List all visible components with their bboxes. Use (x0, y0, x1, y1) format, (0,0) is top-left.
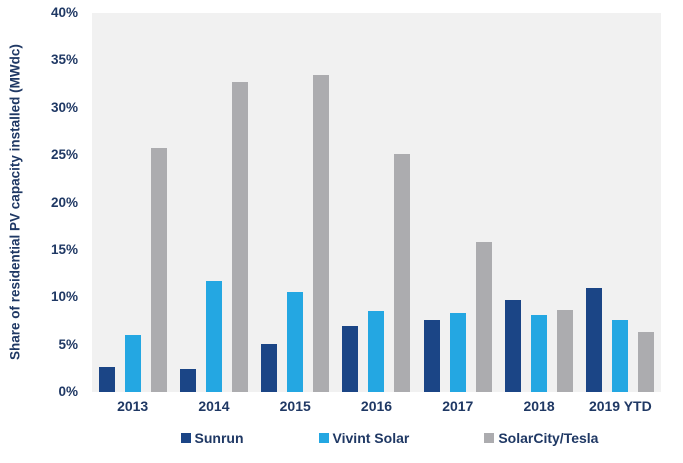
bar (342, 325, 359, 392)
y-tick-label: 10% (50, 289, 78, 305)
x-tick-label: 2013 (117, 398, 149, 414)
bar (261, 343, 278, 392)
bar (98, 367, 115, 392)
x-axis-tick-labels: 2013 2014 2015 2016 2017 2018 2019 YTD (92, 398, 661, 414)
x-tick-label: 2017 (442, 398, 474, 414)
legend-label: SolarCity/Tesla (498, 430, 599, 446)
bar (394, 154, 411, 392)
x-tick-label: 2016 (360, 398, 393, 414)
y-tick-label: 30% (50, 99, 78, 115)
legend: Sunrun Vivint Solar SolarCity/Tesla (105, 430, 674, 446)
legend-label: Sunrun (194, 430, 244, 446)
x-tick-label: 2014 (198, 398, 230, 414)
x-tick-label: 2018 (523, 398, 555, 414)
x-tick-label: 2015 (279, 398, 311, 414)
y-tick-label: 5% (58, 336, 78, 352)
bar-group (580, 13, 661, 392)
bar (150, 147, 167, 392)
legend-swatch-icon (180, 433, 191, 443)
bar (313, 74, 330, 392)
bar (368, 310, 385, 392)
bar (557, 309, 574, 392)
bar-group (255, 13, 336, 392)
bar-group (92, 13, 173, 392)
legend-label: Vivint Solar (332, 430, 410, 446)
bar-group (173, 13, 254, 392)
bar (179, 369, 196, 392)
legend-item: Sunrun (180, 430, 244, 446)
bar (612, 320, 629, 392)
bar (531, 315, 548, 392)
bar-group (417, 13, 498, 392)
bar (505, 300, 522, 392)
bar-group (498, 13, 579, 392)
legend-swatch-icon (484, 433, 495, 443)
y-tick-label: 35% (50, 52, 78, 68)
bar-group (336, 13, 417, 392)
y-tick-label: 40% (50, 5, 78, 20)
bar (423, 320, 440, 392)
y-tick-label: 15% (50, 241, 78, 257)
bars-layer (92, 13, 661, 392)
bar (449, 313, 466, 392)
bar (586, 287, 603, 392)
bar (124, 335, 141, 392)
y-tick-label: 25% (50, 147, 78, 163)
bar (231, 82, 248, 392)
x-tick-label: 2019 YTD (588, 398, 652, 414)
bar (638, 332, 655, 392)
bar (205, 281, 222, 392)
legend-item: Vivint Solar (318, 430, 410, 446)
legend-item: SolarCity/Tesla (484, 430, 598, 446)
y-tick-label: 20% (50, 194, 78, 210)
bar (287, 291, 304, 392)
y-tick-label: 0% (58, 384, 78, 399)
legend-swatch-icon (318, 433, 329, 443)
bar (475, 242, 492, 392)
